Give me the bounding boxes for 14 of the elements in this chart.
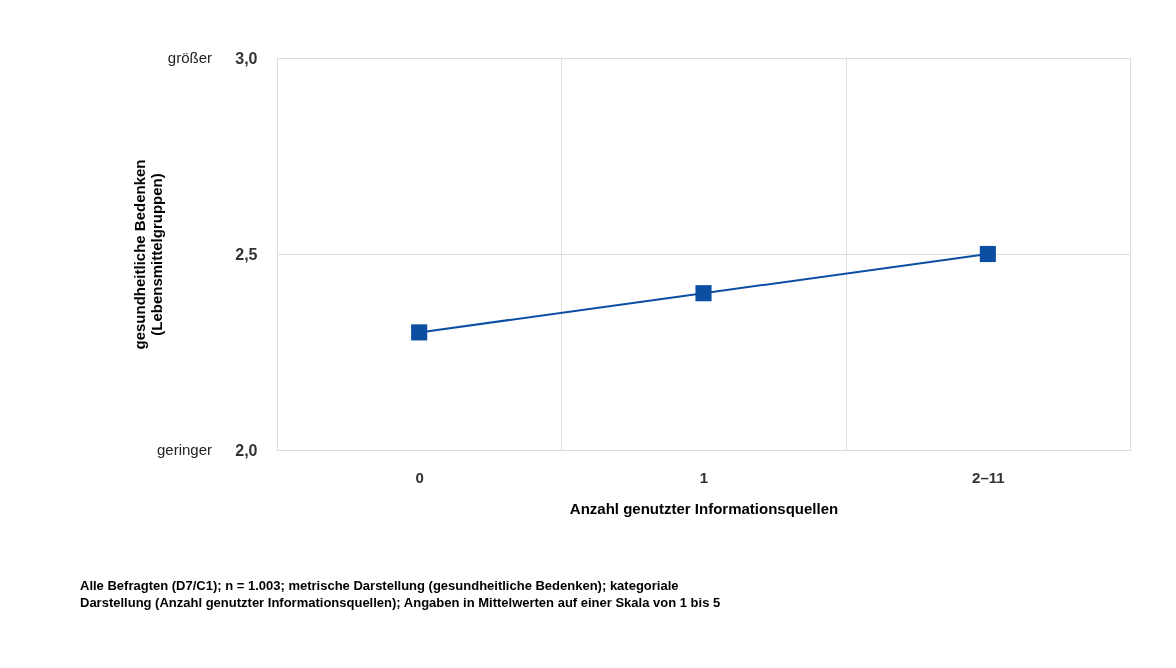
x-tick-label: 1 bbox=[699, 468, 709, 486]
point bbox=[411, 324, 428, 341]
x-tick-label: 2–11 bbox=[972, 468, 1005, 486]
text: größer bbox=[167, 49, 212, 66]
text: geringer bbox=[156, 441, 212, 458]
point bbox=[979, 245, 996, 263]
x-tick-label: 0 bbox=[415, 468, 424, 486]
point bbox=[695, 285, 712, 302]
y-tick-label: 3,0 bbox=[235, 49, 258, 67]
y-tick-label: 2,5 bbox=[235, 245, 258, 263]
y-axis-title: gesundheitliche Bedenken (Lebensmittelgruppen) bbox=[131, 159, 166, 350]
text: Alle Befragten (D7/C1); n = 1.003; metrische Darstellung (gesundheitliche Bedenken); kategoriale Darstellung (Anzahl genutzter Informationsquellen); Angaben in Mittelwerten auf einer Skala von 1 bis 5 bbox=[80, 578, 721, 610]
x-axis-title: Anzahl genutzter Informationsquellen bbox=[569, 499, 839, 517]
y-tick-label: 2,0 bbox=[235, 441, 258, 459]
